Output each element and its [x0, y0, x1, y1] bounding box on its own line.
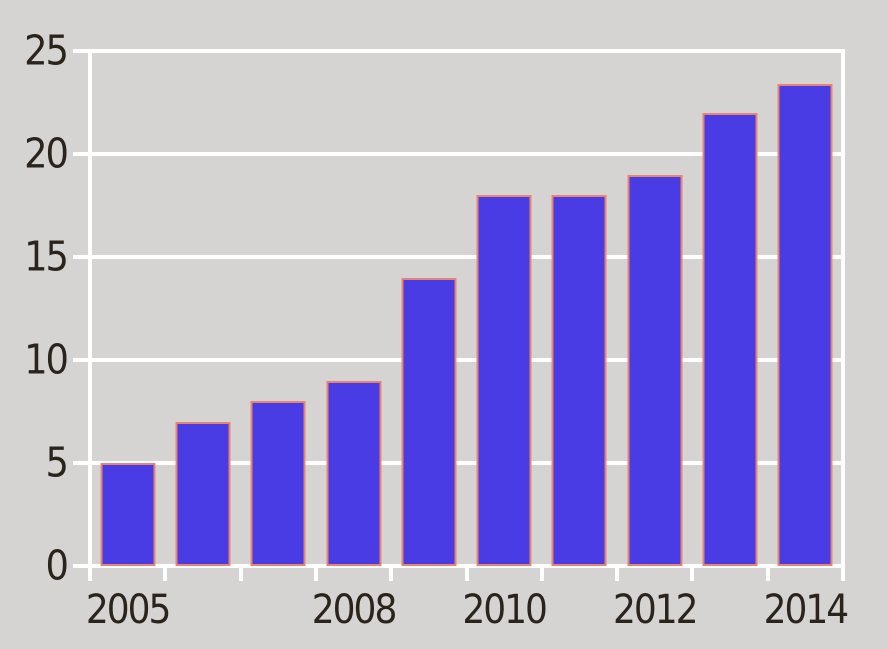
x-tick-label-2012: 2012 — [612, 587, 699, 633]
x-tick-label-2014: 2014 — [763, 587, 850, 633]
bar-2007 — [250, 401, 306, 566]
bar-2012 — [627, 174, 683, 566]
plot-area: 2005 2008 2010 2012 2014 — [73, 49, 849, 630]
bar-2011 — [551, 195, 607, 566]
bar-2014 — [777, 83, 833, 566]
bar-2009 — [401, 277, 457, 566]
x-tick-label-2010: 2010 — [462, 587, 548, 633]
gridline-25 — [73, 49, 843, 53]
x-tick-5 — [464, 566, 469, 581]
bar-2013 — [702, 112, 758, 566]
x-tick-9 — [765, 566, 770, 581]
gridline-0 — [73, 564, 843, 568]
x-tick-2 — [238, 566, 243, 581]
x-tick-4 — [389, 566, 394, 581]
gridline-10 — [73, 358, 843, 362]
x-tick-7 — [615, 566, 620, 581]
x-tick-3 — [313, 566, 318, 581]
y-tick-label-15: 15 — [24, 232, 69, 281]
bar-2010 — [476, 195, 532, 566]
gridline-15 — [73, 255, 843, 259]
y-axis-line — [88, 49, 92, 581]
y-tick-label-5: 5 — [45, 438, 69, 487]
gridline-20 — [73, 152, 843, 156]
y-tick-label-0: 0 — [45, 541, 69, 590]
bar-2006 — [175, 421, 231, 566]
x-tick-6 — [539, 566, 544, 581]
right-frame-line — [841, 49, 845, 581]
bar-2005 — [100, 463, 156, 566]
x-tick-1 — [163, 566, 168, 581]
y-tick-label-20: 20 — [24, 129, 69, 178]
gridline-5 — [73, 461, 843, 465]
x-tick-8 — [690, 566, 695, 581]
y-tick-label-25: 25 — [24, 26, 69, 75]
x-tick-label-2008: 2008 — [311, 587, 398, 633]
bar-2008 — [326, 380, 382, 566]
y-tick-label-10: 10 — [24, 335, 69, 384]
x-tick-label-2005: 2005 — [85, 587, 172, 633]
